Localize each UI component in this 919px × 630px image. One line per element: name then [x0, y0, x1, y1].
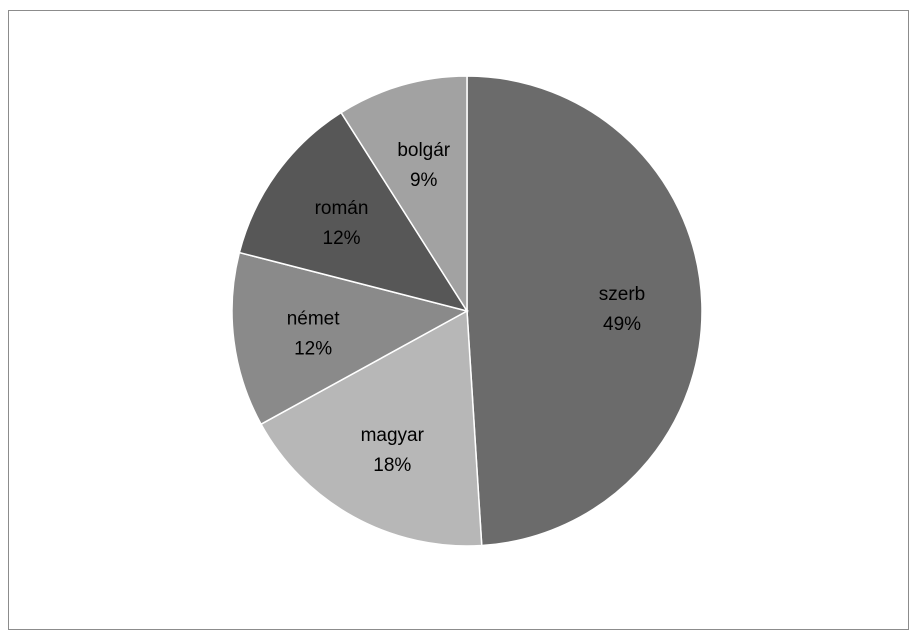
slice-value-német: 12%: [294, 338, 332, 359]
slice-value-magyar: 18%: [373, 455, 411, 476]
slices-layer: [231, 75, 703, 547]
slice-label-magyar: magyar: [361, 425, 425, 446]
slice-label-szerb: szerb: [599, 284, 645, 305]
slice-label-bolgár: bolgár: [397, 140, 450, 161]
slice-label-román: román: [315, 198, 369, 219]
pie-slice-bolgár: [340, 75, 468, 314]
slice-value-bolgár: 9%: [410, 170, 438, 191]
slice-value-szerb: 49%: [603, 314, 641, 335]
labels-layer: szerb 49% magyar 18% német 12% román 12% bolgár 9…: [287, 140, 646, 476]
pie-slice-szerb: [466, 75, 703, 547]
slice-label-német: német: [287, 308, 341, 329]
pie-slice-magyar: [260, 309, 483, 547]
pie-slice-német: [231, 251, 470, 426]
pie-chart: szerb 49% magyar 18% német 12% román 12% bolgár 9…: [231, 75, 703, 547]
slice-value-román: 12%: [323, 228, 361, 249]
pie-slice-román: [238, 111, 469, 313]
